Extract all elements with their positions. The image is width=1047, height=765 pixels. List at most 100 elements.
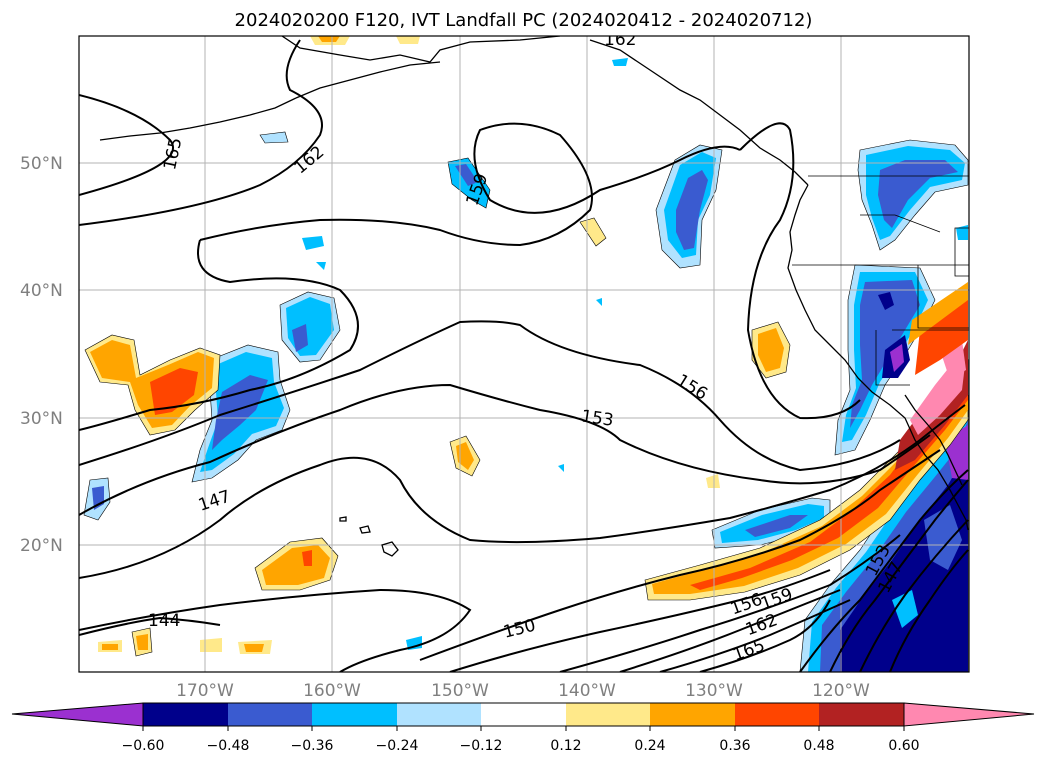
cb-tick-label: −0.36 (291, 738, 334, 754)
coastline-bc (787, 184, 969, 531)
lat-label: 20°N (20, 536, 63, 556)
ivt-patch (150, 368, 198, 415)
ivt-patch (706, 474, 720, 488)
contour-label: 150 (501, 616, 537, 643)
cb-tick-label: −0.12 (460, 738, 503, 754)
ivt-patch (676, 170, 708, 250)
ivt-patch (406, 636, 422, 650)
colorbar-segment (566, 703, 650, 726)
contour-156b (739, 122, 861, 420)
lon-label: 160°W (303, 681, 361, 701)
ivt-patch (758, 328, 784, 372)
ivt-patch (396, 36, 420, 44)
ivt-patch (579, 217, 607, 247)
cb-tick-label: 0.60 (888, 738, 919, 754)
ivt-patch (956, 225, 968, 240)
contour-150b (419, 449, 941, 661)
cb-tick-label: 0.24 (634, 738, 665, 754)
coastline-gulf (589, 39, 809, 186)
aleutians (99, 97, 297, 141)
graticule (79, 36, 969, 672)
map-frame (78, 35, 970, 673)
lat-label: 30°N (20, 409, 63, 429)
cb-tick-label: −0.60 (122, 738, 165, 754)
ivt-patch (302, 236, 324, 250)
colorbar-segment (819, 703, 904, 726)
contour-156c (559, 534, 901, 672)
ivt-patch (745, 515, 808, 537)
ivt-patch (878, 292, 894, 310)
baja (904, 394, 963, 486)
colorbar-segment (481, 703, 566, 726)
positive-anomaly-patches (84, 36, 969, 657)
ivt-patch (558, 464, 564, 472)
cb-tick-label: −0.24 (376, 738, 419, 754)
ivt-patch (455, 164, 478, 186)
contour-158 (79, 239, 359, 431)
ivt-patch (244, 644, 264, 652)
colorbar-ticks (142, 726, 905, 731)
contour-sw2 (829, 479, 969, 672)
contour-162 (79, 39, 323, 226)
ivt-patch (892, 590, 918, 628)
colorbar-segment (735, 703, 819, 726)
ivt-patch (136, 634, 148, 650)
ivt-patch (302, 550, 312, 566)
lat-label: 40°N (20, 281, 63, 301)
cb-tick-label: −0.48 (207, 738, 250, 754)
coastline-alaska (281, 36, 561, 63)
cb-tick-label: 0.36 (719, 738, 750, 754)
colorbar-segment (143, 703, 228, 726)
lat-label: 50°N (20, 154, 63, 174)
contour-sw1 (799, 469, 969, 672)
contour-160 (199, 122, 741, 247)
ivt-patch (318, 36, 340, 42)
contour-label: 162 (291, 142, 329, 178)
longitude-labels: 170°W 160°W 150°W 140°W 130°W 120°W (176, 681, 870, 701)
lon-label: 140°W (558, 681, 616, 701)
ivt-patch (612, 58, 628, 66)
contours (79, 39, 969, 672)
contour-label: 144 (148, 611, 180, 631)
hawaii-island (381, 541, 399, 557)
latitude-labels: 50°N 40°N 30°N 20°N (20, 154, 63, 556)
contour-147 (79, 588, 472, 672)
border-state (954, 227, 969, 277)
state-borders (792, 175, 969, 386)
negative-anomaly-patches (83, 58, 969, 672)
contour-153 (79, 383, 931, 516)
contour-162b (659, 599, 851, 672)
lon-label: 150°W (431, 681, 489, 701)
colorbar: −0.60 −0.48 −0.36 −0.24 −0.12 0.12 0.24 … (11, 702, 1035, 754)
contour-label: 153 (580, 406, 615, 430)
ivt-patch (102, 644, 118, 650)
colorbar-extend-left (11, 702, 144, 727)
contour-156 (79, 320, 901, 472)
contour-label: 156 (673, 370, 711, 404)
ivt-patch (915, 290, 968, 375)
contour-sw3 (859, 519, 969, 672)
contour-label: 162 (604, 30, 636, 50)
ivt-patch (908, 282, 968, 345)
ivt-patch (292, 324, 308, 352)
ivt-patch (262, 545, 330, 585)
colorbar-segment (228, 703, 312, 726)
contour-144 (79, 616, 221, 636)
cb-tick-label: 0.48 (803, 738, 834, 754)
ivt-patch (890, 344, 904, 372)
contour-153b (449, 569, 831, 672)
contour-label: 147 (196, 487, 233, 516)
ivt-patch (878, 160, 958, 228)
hawaii-island (359, 525, 371, 534)
lon-label: 130°W (685, 681, 743, 701)
ivt-patch (316, 262, 326, 270)
ivt-patch (200, 638, 222, 652)
lon-label: 170°W (176, 681, 234, 701)
colorbar-extend-right (903, 702, 1035, 727)
contour-165b (699, 599, 831, 672)
ivt-patch (259, 131, 289, 144)
ivt-patch (596, 298, 602, 306)
border-state (917, 265, 969, 329)
contour-159 (619, 589, 841, 672)
